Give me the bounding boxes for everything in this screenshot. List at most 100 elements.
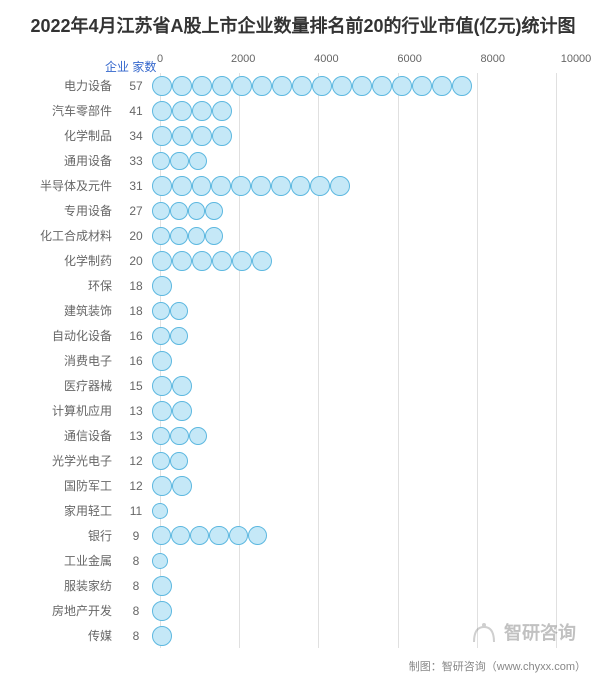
data-circle: [251, 176, 271, 196]
row-count: 8: [120, 579, 152, 593]
bar-circles: [152, 98, 576, 123]
row-label: 计算机应用: [20, 402, 120, 419]
row-label: 服装家纺: [20, 577, 120, 594]
row-label: 家用轻工: [20, 502, 120, 519]
data-circle: [192, 251, 212, 271]
axis-tick: 8000: [481, 53, 505, 65]
data-circle: [248, 526, 267, 545]
row-label: 自动化设备: [20, 327, 120, 344]
data-circle: [152, 227, 170, 245]
row-count: 57: [120, 79, 152, 93]
row-label: 光学光电子: [20, 452, 120, 469]
data-circle: [152, 251, 172, 271]
chart-row: 环保18: [20, 273, 586, 298]
data-circle: [229, 526, 248, 545]
bar-area: [152, 223, 576, 248]
row-count: 33: [120, 154, 152, 168]
data-circle: [232, 251, 252, 271]
data-circle: [192, 126, 212, 146]
data-circle: [152, 401, 172, 421]
bar-circles: [152, 398, 576, 423]
row-count: 20: [120, 229, 152, 243]
data-circle: [152, 302, 170, 320]
data-circle: [152, 101, 172, 121]
bar-circles: [152, 523, 576, 548]
row-count: 18: [120, 279, 152, 293]
chart-row: 医疗器械15: [20, 373, 586, 398]
data-circle: [172, 126, 192, 146]
bar-circles: [152, 123, 576, 148]
row-label: 半导体及元件: [20, 177, 120, 194]
chart-row: 建筑装饰18: [20, 298, 586, 323]
chart-row: 服装家纺8: [20, 573, 586, 598]
row-count: 9: [120, 529, 152, 543]
data-circle: [170, 327, 188, 345]
data-circle: [272, 76, 292, 96]
data-circle: [332, 76, 352, 96]
data-circle: [172, 76, 192, 96]
data-circle: [170, 227, 188, 245]
bar-circles: [152, 448, 576, 473]
chart-row: 化学制品34: [20, 123, 586, 148]
bar-circles: [152, 148, 576, 173]
data-circle: [152, 176, 172, 196]
data-circle: [292, 76, 312, 96]
bar-circles: [152, 623, 576, 648]
chart-row: 银行9: [20, 523, 586, 548]
bar-area: [152, 148, 576, 173]
data-circle: [310, 176, 330, 196]
data-circle: [172, 476, 192, 496]
data-circle: [152, 351, 172, 371]
data-circle: [152, 276, 172, 296]
row-count: 18: [120, 304, 152, 318]
chart-row: 化学制药20: [20, 248, 586, 273]
bar-area: [152, 198, 576, 223]
bar-circles: [152, 598, 576, 623]
data-circle: [211, 176, 231, 196]
data-circle: [152, 427, 170, 445]
row-count: 12: [120, 479, 152, 493]
data-circle: [172, 401, 192, 421]
bar-circles: [152, 198, 576, 223]
chart-container: 2022年4月江苏省A股上市企业数量排名前20的行业市值(亿元)统计图 企业 家…: [0, 0, 606, 682]
bar-circles: [152, 73, 576, 98]
bar-circles: [152, 473, 576, 498]
row-count: 13: [120, 404, 152, 418]
row-count: 20: [120, 254, 152, 268]
footer-credit: 制图：智研咨询（www.chyxx.com）: [409, 658, 586, 674]
data-circle: [152, 376, 172, 396]
rows-area: 电力设备57汽车零部件41化学制品34通用设备33半导体及元件31专用设备27化…: [20, 73, 586, 648]
bar-area: [152, 523, 576, 548]
bar-area: [152, 73, 576, 98]
data-circle: [432, 76, 452, 96]
bar-area: [152, 298, 576, 323]
data-circle: [188, 202, 206, 220]
data-circle: [291, 176, 311, 196]
chart-row: 专用设备27: [20, 198, 586, 223]
chart-row: 光学光电子12: [20, 448, 586, 473]
chart-row: 家用轻工11: [20, 498, 586, 523]
data-circle: [170, 427, 188, 445]
data-circle: [192, 101, 212, 121]
row-count: 12: [120, 454, 152, 468]
data-circle: [212, 76, 232, 96]
data-circle: [232, 76, 252, 96]
bar-circles: [152, 423, 576, 448]
data-circle: [330, 176, 350, 196]
bar-area: [152, 473, 576, 498]
row-count: 16: [120, 329, 152, 343]
axis-tick: 4000: [314, 53, 338, 65]
data-circle: [171, 526, 190, 545]
bar-circles: [152, 223, 576, 248]
data-circle: [152, 576, 172, 596]
data-circle: [152, 503, 168, 519]
data-circle: [152, 202, 170, 220]
data-circle: [252, 76, 272, 96]
data-circle: [209, 526, 228, 545]
bar-area: [152, 573, 576, 598]
row-label: 房地产开发: [20, 602, 120, 619]
x-axis: 0200040006000800010000: [160, 53, 576, 73]
data-circle: [271, 176, 291, 196]
row-count: 16: [120, 354, 152, 368]
data-circle: [188, 227, 206, 245]
